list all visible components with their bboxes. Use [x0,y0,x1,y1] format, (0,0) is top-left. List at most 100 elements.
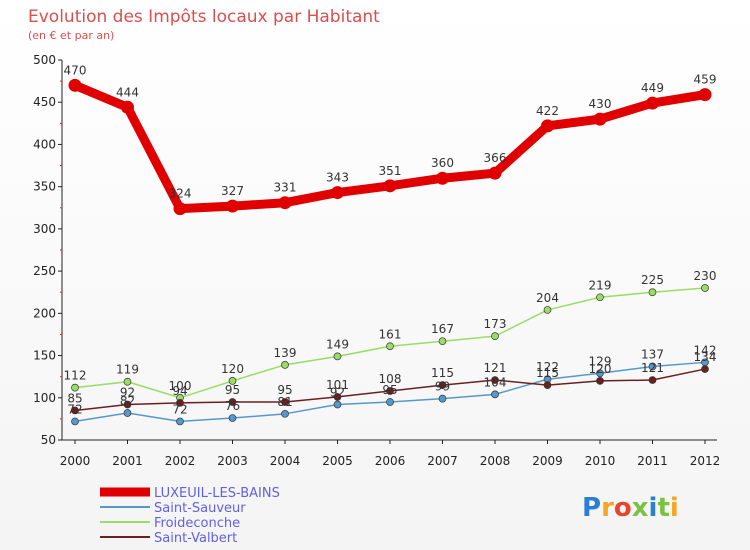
x-tick-label: 2012 [690,454,721,468]
data-label: 95 [225,383,240,397]
y-tick-label: 350 [33,180,56,194]
data-point [646,96,659,110]
axes: 50 100 150 200 250 300 350 400 450 500 2000 2001 200… [33,53,720,468]
legend-label: Froideconche [154,516,240,531]
data-label: 115 [431,366,454,380]
y-tick-label: 300 [33,222,56,236]
data-point [648,362,657,371]
data-label: 142 [694,343,717,357]
data-label: 459 [694,73,717,87]
data-point [71,383,79,392]
data-label: 82 [120,394,135,408]
data-label: 120 [589,362,612,376]
data-point [386,342,394,351]
data-point [701,284,709,292]
data-label: 120 [221,362,244,376]
y-tick-label: 200 [33,306,56,320]
data-label: 101 [326,378,349,392]
data-point [386,398,394,406]
data-point [491,332,499,340]
data-label: 122 [536,360,559,374]
data-point [68,78,82,92]
data-label: 99 [435,380,450,394]
data-label: 108 [379,372,402,386]
data-label: 92 [120,386,135,400]
x-tick-label: 2009 [532,454,563,468]
data-label: 430 [589,97,612,111]
y-tick-label: 450 [33,95,56,109]
y-tick-label: 100 [33,391,56,405]
data-point [383,179,397,193]
data-label: 324 [169,187,192,201]
logo-letter: t [657,493,669,523]
data-point [648,376,657,384]
y-tick-label: 50 [41,433,56,447]
data-label: 360 [431,156,454,170]
data-label: 204 [536,291,559,305]
data-point [71,417,79,426]
data-label: 343 [326,171,349,185]
x-tick-label: 2007 [427,454,458,468]
data-label: 444 [116,85,139,99]
data-label: 137 [641,348,664,362]
x-tick-label: 2001 [112,454,143,468]
legend: LUXEUIL-LES-BAINSSaint-SauveurFroideconc… [100,486,280,546]
data-label: 115 [536,366,559,380]
data-point [488,166,502,180]
data-label: 327 [221,184,244,198]
data-point [176,398,184,407]
data-label: 95 [277,383,292,397]
data-point [491,376,499,384]
data-label: 449 [641,81,664,95]
data-label: 139 [274,346,297,360]
data-point [698,88,712,102]
data-point [281,360,289,369]
x-tick-label: 2006 [375,454,406,468]
x-tick-label: 2003 [217,454,248,468]
data-label: 94 [172,384,187,398]
y-tick-label: 150 [33,349,56,363]
data-point [121,100,134,114]
data-point [436,171,449,185]
logo-letter: o [614,493,632,523]
data-point [278,196,292,210]
data-label: 121 [641,361,664,375]
data-label: 121 [484,361,507,375]
data-point [596,293,604,302]
logo-letter: i [649,493,658,523]
data-label: 173 [484,317,507,331]
data-label: 129 [589,354,612,368]
data-point [228,377,237,385]
data-point [438,381,447,389]
data-point [386,387,394,395]
data-point [228,414,237,422]
data-point [596,369,604,378]
x-tick-label: 2004 [270,454,301,468]
x-tick-label: 2010 [585,454,616,468]
data-point [331,186,344,200]
data-label: 167 [431,322,454,336]
data-label: 72 [172,402,187,416]
data-label: 104 [484,375,507,389]
data-label: 366 [484,151,507,165]
logo-letter: i [670,493,679,523]
data-point [701,365,709,373]
data-point [333,393,342,401]
chart-title: Evolution des Impôts locaux par Habitant [28,7,380,27]
logo-letter: x [632,493,649,523]
data-label: 230 [694,269,717,283]
x-tick-label: 2008 [480,454,511,468]
y-tick-label: 250 [33,264,56,278]
data-point [71,406,79,415]
legend-label: LUXEUIL-LES-BAINS [154,486,280,501]
x-tick-label: 2000 [60,454,91,468]
logo-letter: P [582,493,601,523]
data-point [543,306,552,314]
legend-label: Saint-Sauveur [154,501,246,516]
data-point [228,398,237,406]
x-tick-label: 2011 [637,454,668,468]
series-layer [68,78,712,426]
y-tick-label: 400 [33,137,56,151]
x-tick-label: 2005 [322,454,353,468]
